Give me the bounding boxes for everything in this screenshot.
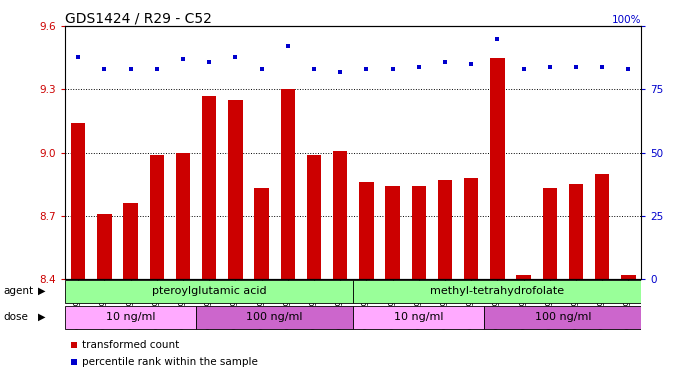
Text: 100%: 100%	[612, 15, 641, 25]
Bar	[386, 186, 400, 279]
Bar	[150, 155, 164, 279]
Bar	[621, 275, 635, 279]
Bar	[281, 89, 295, 279]
Bar	[65, 280, 353, 303]
Text: agent: agent	[3, 286, 34, 296]
Text: ▶: ▶	[38, 312, 45, 322]
Bar	[228, 100, 243, 279]
Bar	[202, 96, 217, 279]
Bar	[484, 306, 641, 329]
Text: pteroylglutamic acid: pteroylglutamic acid	[152, 286, 267, 296]
Text: 100 ng/ml: 100 ng/ml	[534, 312, 591, 322]
Text: 10 ng/ml: 10 ng/ml	[106, 312, 156, 322]
Bar	[65, 306, 196, 329]
Text: transformed count: transformed count	[82, 340, 180, 350]
Bar	[438, 180, 452, 279]
Bar	[353, 306, 484, 329]
Text: dose: dose	[3, 312, 28, 322]
Bar	[176, 153, 190, 279]
Bar	[333, 150, 347, 279]
Text: ▶: ▶	[38, 286, 45, 296]
Bar	[595, 174, 609, 279]
Bar	[490, 58, 504, 279]
Bar	[97, 214, 112, 279]
Text: GDS1424 / R29 - C52: GDS1424 / R29 - C52	[65, 11, 212, 25]
Bar	[464, 178, 478, 279]
Bar	[543, 188, 557, 279]
Bar	[196, 306, 353, 329]
Text: percentile rank within the sample: percentile rank within the sample	[82, 357, 259, 367]
Bar	[569, 184, 583, 279]
Text: 10 ng/ml: 10 ng/ml	[394, 312, 444, 322]
Bar	[353, 280, 641, 303]
Bar	[517, 275, 531, 279]
Text: 100 ng/ml: 100 ng/ml	[246, 312, 303, 322]
Bar	[412, 186, 426, 279]
Bar	[307, 155, 321, 279]
Bar	[359, 182, 374, 279]
Bar	[255, 188, 269, 279]
Bar	[123, 203, 138, 279]
Bar	[71, 123, 86, 279]
Text: methyl-tetrahydrofolate: methyl-tetrahydrofolate	[430, 286, 565, 296]
